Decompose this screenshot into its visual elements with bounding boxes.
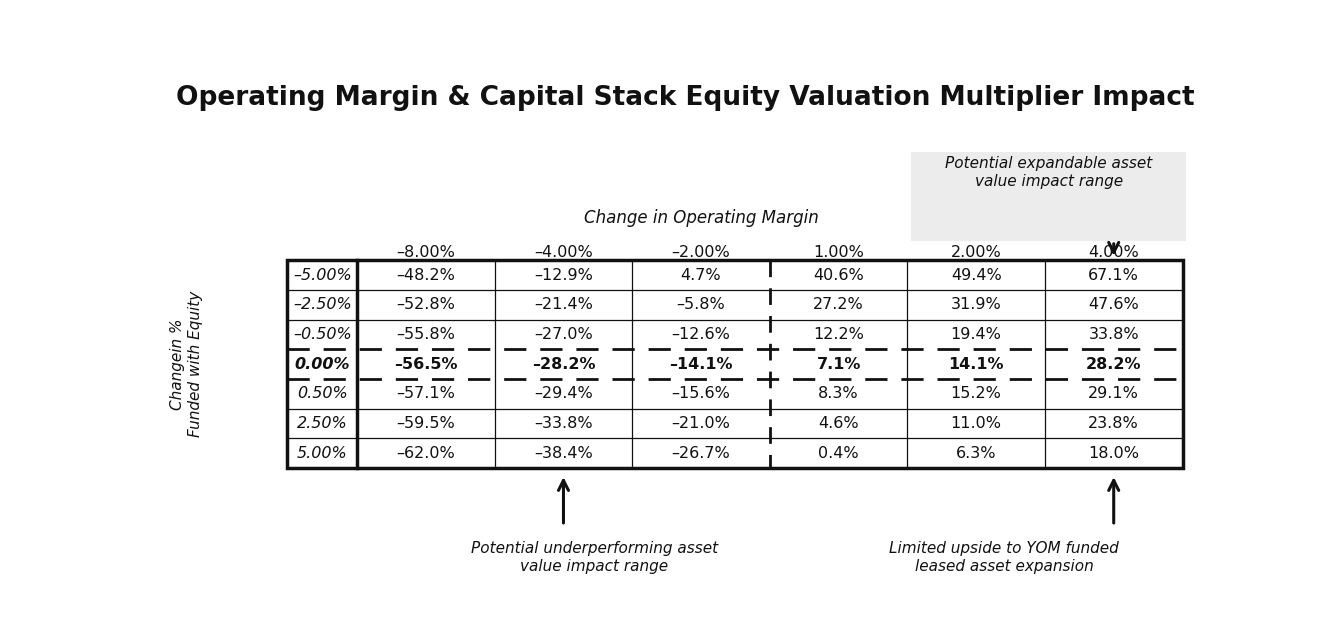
Text: Limited upside to YOM funded
leased asset expansion: Limited upside to YOM funded leased asse… [890, 541, 1119, 573]
Text: –62.0%: –62.0% [396, 446, 455, 461]
Text: 4.00%: 4.00% [1088, 245, 1139, 260]
Text: 15.2%: 15.2% [951, 386, 1002, 401]
Text: 28.2%: 28.2% [1086, 357, 1141, 372]
Text: 18.0%: 18.0% [1088, 446, 1139, 461]
Text: Potential underperforming asset
value impact range: Potential underperforming asset value im… [471, 541, 719, 573]
Text: –8.00%: –8.00% [396, 245, 455, 260]
Text: –56.5%: –56.5% [395, 357, 458, 372]
Text: 67.1%: 67.1% [1088, 268, 1139, 283]
Text: –12.9%: –12.9% [534, 268, 593, 283]
Text: 6.3%: 6.3% [955, 446, 997, 461]
Text: Potential expandable asset
value impact range: Potential expandable asset value impact … [945, 156, 1152, 188]
Text: 31.9%: 31.9% [951, 297, 1002, 312]
Text: Operating Margin & Capital Stack Equity Valuation Multiplier Impact: Operating Margin & Capital Stack Equity … [177, 85, 1195, 111]
Text: 29.1%: 29.1% [1088, 386, 1139, 401]
Bar [288, 260, 1183, 468]
Text: –5.00%: –5.00% [293, 268, 352, 283]
Text: 11.0%: 11.0% [951, 416, 1002, 431]
Text: –26.7%: –26.7% [672, 446, 731, 461]
Bar [911, 153, 1187, 241]
Text: –4.00%: –4.00% [534, 245, 593, 260]
Text: –21.0%: –21.0% [672, 416, 731, 431]
Text: –21.4%: –21.4% [534, 297, 593, 312]
Text: –12.6%: –12.6% [672, 327, 731, 342]
Text: 5.00%: 5.00% [297, 446, 348, 461]
Text: Change in Operating Margin: Change in Operating Margin [583, 209, 819, 227]
Text: –33.8%: –33.8% [534, 416, 593, 431]
Text: 27.2%: 27.2% [814, 297, 864, 312]
Text: 2.00%: 2.00% [951, 245, 1002, 260]
Text: 14.1%: 14.1% [949, 357, 1004, 372]
Text: 0.00%: 0.00% [294, 357, 351, 372]
Text: 7.1%: 7.1% [816, 357, 860, 372]
Text: –55.8%: –55.8% [396, 327, 455, 342]
Text: –15.6%: –15.6% [672, 386, 731, 401]
Text: 12.2%: 12.2% [814, 327, 864, 342]
Text: 4.6%: 4.6% [819, 416, 859, 431]
Text: –52.8%: –52.8% [396, 297, 455, 312]
Text: –57.1%: –57.1% [396, 386, 455, 401]
Text: –14.1%: –14.1% [669, 357, 733, 372]
Text: 40.6%: 40.6% [814, 268, 864, 283]
Text: 1.00%: 1.00% [814, 245, 864, 260]
Text: –2.50%: –2.50% [293, 297, 352, 312]
Text: –29.4%: –29.4% [534, 386, 593, 401]
Text: –28.2%: –28.2% [531, 357, 595, 372]
Text: –2.00%: –2.00% [672, 245, 731, 260]
Text: –59.5%: –59.5% [396, 416, 455, 431]
Text: 2.50%: 2.50% [297, 416, 348, 431]
Text: 0.4%: 0.4% [819, 446, 859, 461]
Text: –48.2%: –48.2% [396, 268, 455, 283]
Text: 49.4%: 49.4% [951, 268, 1002, 283]
Text: 0.50%: 0.50% [297, 386, 348, 401]
Text: 8.3%: 8.3% [819, 386, 859, 401]
Text: 19.4%: 19.4% [951, 327, 1002, 342]
Text: –27.0%: –27.0% [534, 327, 593, 342]
Text: –0.50%: –0.50% [293, 327, 352, 342]
Text: –38.4%: –38.4% [534, 446, 593, 461]
Text: 4.7%: 4.7% [681, 268, 721, 283]
Text: 33.8%: 33.8% [1088, 327, 1139, 342]
Text: –5.8%: –5.8% [677, 297, 725, 312]
Text: 47.6%: 47.6% [1088, 297, 1139, 312]
Text: 23.8%: 23.8% [1088, 416, 1139, 431]
Text: Changein %
Funded with Equity: Changein % Funded with Equity [170, 291, 203, 437]
